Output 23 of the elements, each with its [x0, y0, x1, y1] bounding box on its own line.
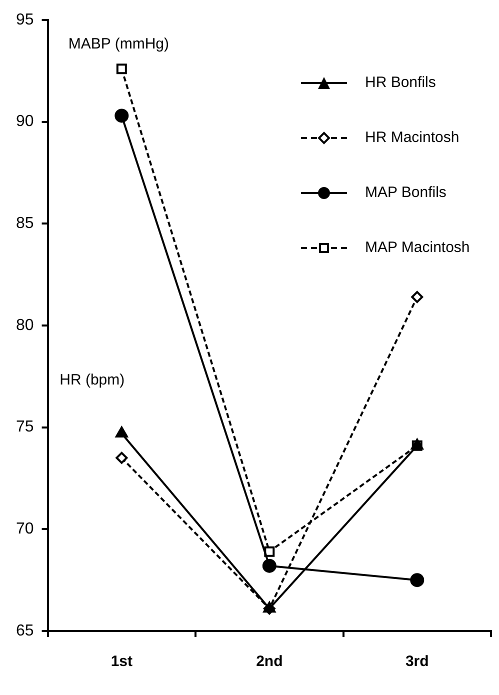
- point: [114, 108, 129, 123]
- point: [116, 452, 128, 464]
- legend-label: HR Bonfils: [365, 74, 436, 91]
- point: [116, 64, 127, 74]
- y-tick-label: 65: [16, 622, 34, 640]
- point: [115, 426, 128, 438]
- legend-label: MAP Bonfils: [365, 184, 446, 201]
- point: [262, 558, 276, 573]
- y-tick-label: 85: [16, 215, 34, 232]
- x-tick-label: 1st: [110, 653, 133, 670]
- x-tick-label: 3rd: [405, 653, 429, 670]
- annotation: MABP (mmHg): [68, 36, 169, 53]
- y-tick-label: 90: [16, 113, 34, 130]
- x-tick-label: 2nd: [256, 653, 283, 670]
- y-tick-label: 95: [16, 11, 34, 28]
- y-tick-label: 70: [16, 520, 34, 538]
- annotation: HR (bpm): [60, 372, 125, 389]
- point: [410, 573, 424, 588]
- y-tick-label: 80: [16, 316, 34, 334]
- y-tick-label: 75: [16, 418, 34, 436]
- point: [411, 290, 424, 303]
- legend-label: MAP Macintosh: [365, 239, 470, 256]
- legend-label: HR Macintosh: [365, 129, 460, 146]
